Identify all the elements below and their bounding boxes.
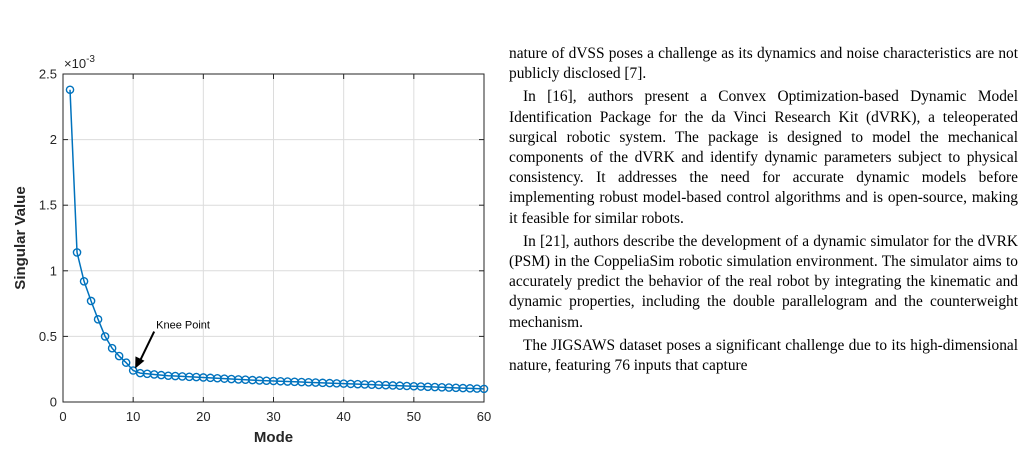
data-point	[65, 85, 75, 95]
y-tick-label: 2.5	[39, 67, 57, 82]
x-axis-label: Mode	[254, 429, 293, 446]
data-point	[79, 276, 89, 286]
data-point	[114, 351, 124, 361]
series-line	[69, 89, 485, 390]
singular-value-chart: 0 10 20 30 40 50 60 0 0.5 1 1.5 2 2.5 Knee Point ×10…	[12, 54, 491, 446]
body-text-column: nature of dVSS poses a challenge as its …	[509, 44, 1018, 376]
paragraph-2: In [16], authors present a Convex Optimi…	[509, 88, 1018, 227]
y-tick-label: 1.5	[39, 198, 57, 213]
paragraph-3: In [21], authors describe the developmen…	[509, 232, 1018, 331]
x-tick-label: 20	[196, 409, 210, 424]
data-point	[72, 248, 82, 257]
annotation-label: Knee Point	[156, 320, 210, 332]
x-tick-label: 30	[266, 409, 280, 424]
annotation-arrow-head	[135, 356, 145, 369]
y-tick-label: 1	[50, 263, 57, 278]
paragraph-4: The JIGSAWS dataset poses a significant …	[509, 336, 1018, 375]
data-point	[479, 384, 489, 394]
data-point	[128, 366, 138, 375]
data-point	[93, 315, 103, 324]
axis-ticks: 0 10 20 30 40 50 60 0 0.5 1 1.5 2 2.5	[39, 67, 491, 425]
singular-value-figure: 0 10 20 30 40 50 60 0 0.5 1 1.5 2 2.5 Knee Point ×10…	[0, 0, 500, 474]
knee-point-annotation: Knee Point	[135, 320, 210, 369]
annotation-arrow-line	[137, 331, 156, 365]
x-tick-label: 40	[336, 409, 350, 424]
data-point	[86, 296, 96, 306]
data-point	[100, 332, 110, 341]
x-tick-label: 10	[126, 409, 140, 424]
y-tick-label: 0.5	[39, 329, 57, 344]
y-tick-label: 0	[50, 395, 57, 410]
x-tick-label: 50	[407, 409, 421, 424]
grid-lines	[62, 73, 485, 403]
x-tick-label: 0	[59, 409, 66, 424]
y-tick-label: 2	[50, 132, 57, 147]
data-point	[107, 343, 117, 353]
y-axis-label: Singular Value	[12, 186, 29, 289]
x-tick-label: 60	[477, 409, 491, 424]
series-singular-value	[65, 85, 489, 394]
y-axis-exponent: ×10-3	[64, 54, 95, 71]
paragraph-1: nature of dVSS poses a challenge as its …	[509, 45, 1018, 83]
data-point	[121, 358, 131, 367]
